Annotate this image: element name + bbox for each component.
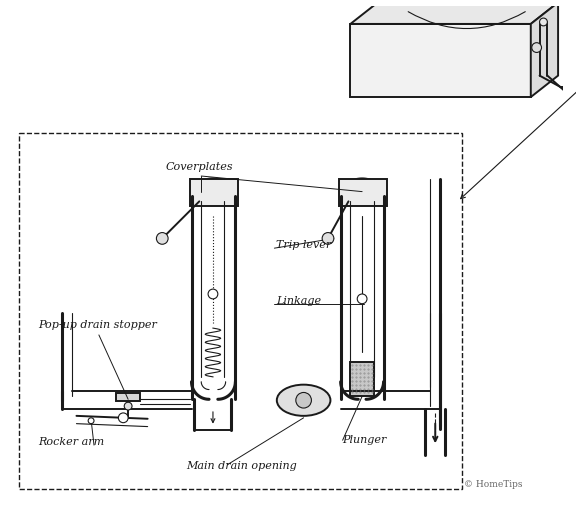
Polygon shape <box>350 3 558 24</box>
Polygon shape <box>531 3 558 97</box>
Text: Main drain opening: Main drain opening <box>187 462 297 471</box>
Text: Linkage: Linkage <box>276 296 321 306</box>
Text: Plunger: Plunger <box>343 435 387 445</box>
Ellipse shape <box>277 385 331 416</box>
Text: © HomeTips: © HomeTips <box>464 479 523 489</box>
Bar <box>19 133 461 489</box>
Circle shape <box>119 413 128 422</box>
Circle shape <box>532 43 541 52</box>
Circle shape <box>357 294 367 304</box>
Text: Rocker arm: Rocker arm <box>39 437 105 447</box>
Polygon shape <box>350 24 531 97</box>
Circle shape <box>208 289 218 299</box>
Bar <box>350 362 374 397</box>
Circle shape <box>296 392 312 408</box>
Circle shape <box>540 18 547 26</box>
Circle shape <box>124 402 132 410</box>
Circle shape <box>88 418 94 423</box>
Text: Coverplates: Coverplates <box>165 162 233 172</box>
Circle shape <box>322 233 334 244</box>
Text: Trip lever: Trip lever <box>276 240 332 250</box>
Circle shape <box>157 233 168 244</box>
Text: Pop-up drain stopper: Pop-up drain stopper <box>39 320 157 330</box>
Bar <box>339 179 388 206</box>
Bar <box>116 393 140 401</box>
Bar <box>190 179 238 206</box>
